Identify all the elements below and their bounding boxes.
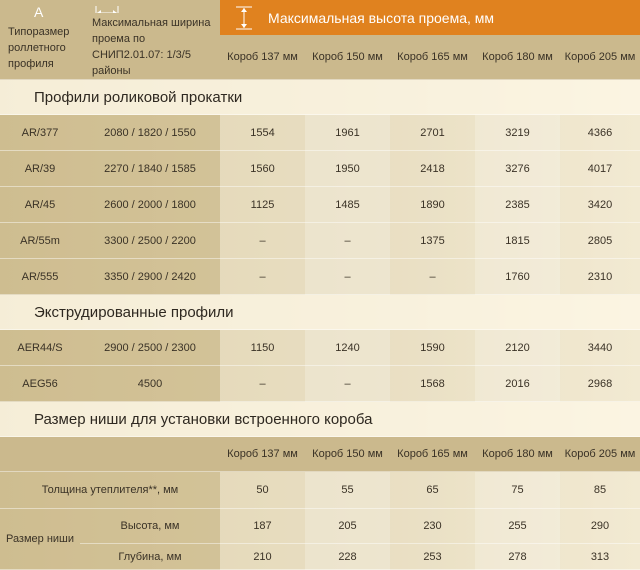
niche-value: 85 [560, 472, 640, 509]
niche-value: 313 [560, 544, 640, 570]
max-height: 3440 [560, 330, 640, 366]
max-height: 1375 [390, 223, 475, 259]
height-header: Максимальная высота проема, мм [220, 0, 640, 35]
box-header: Короб 137 мм [220, 35, 305, 80]
max-height: – [305, 223, 390, 259]
box-header: Короб 205 мм [560, 35, 640, 80]
row-label: Высота, мм [80, 509, 220, 544]
niche-value: 255 [475, 509, 560, 544]
width-label: Максимальная ширина проема по СНИП2.01.0… [92, 17, 211, 77]
box-header: Короб 180 мм [475, 437, 560, 472]
niche-value: 205 [305, 509, 390, 544]
corner-letter: A [34, 4, 44, 20]
max-width: 3300 / 2500 / 2200 [80, 223, 220, 259]
row-label: Размер ниши [0, 509, 80, 570]
max-height: 1815 [475, 223, 560, 259]
max-height: 2310 [560, 259, 640, 295]
max-height: 4017 [560, 151, 640, 187]
max-width: 3350 / 2900 / 2420 [80, 259, 220, 295]
max-height: 1485 [305, 187, 390, 223]
profile-name: AR/55m [0, 223, 80, 259]
niche-value: 290 [560, 509, 640, 544]
max-height: – [220, 223, 305, 259]
max-height: 1125 [220, 187, 305, 223]
niche-value: 65 [390, 472, 475, 509]
profile-name: AER44/S [0, 330, 80, 366]
profile-name: AR/555 [0, 259, 80, 295]
width-icon [95, 6, 119, 13]
width-header: Максимальная ширина проема по СНИП2.01.0… [80, 0, 220, 80]
max-height: 1950 [305, 151, 390, 187]
niche-value: 50 [220, 472, 305, 509]
niche-value: 210 [220, 544, 305, 570]
max-height: 1240 [305, 330, 390, 366]
row-label: Толщина утеплителя**, мм [0, 472, 220, 509]
max-height: 1554 [220, 115, 305, 151]
max-height: – [305, 366, 390, 402]
max-height: 2701 [390, 115, 475, 151]
max-height: 2120 [475, 330, 560, 366]
max-height: 2968 [560, 366, 640, 402]
max-width: 2900 / 2500 / 2300 [80, 330, 220, 366]
niche-value: 187 [220, 509, 305, 544]
box-header: Короб 150 мм [305, 35, 390, 80]
niche-value: 278 [475, 544, 560, 570]
profile-name: AR/45 [0, 187, 80, 223]
max-height: 4366 [560, 115, 640, 151]
max-height: 2016 [475, 366, 560, 402]
max-height: 3276 [475, 151, 560, 187]
max-height: 1150 [220, 330, 305, 366]
section-title: Профили роликовой прокатки [0, 80, 640, 115]
max-height: – [220, 366, 305, 402]
max-width: 4500 [80, 366, 220, 402]
max-width: 2270 / 1840 / 1585 [80, 151, 220, 187]
niche-value: 55 [305, 472, 390, 509]
height-icon [236, 6, 252, 29]
profile-label: Типоразмер роллетного профиля [8, 26, 70, 70]
box-header: Короб 205 мм [560, 437, 640, 472]
max-height: 3420 [560, 187, 640, 223]
niche-value: 253 [390, 544, 475, 570]
profile-name: AR/39 [0, 151, 80, 187]
height-label: Максимальная высота проема, мм [268, 9, 495, 26]
profile-name: AR/377 [0, 115, 80, 151]
max-height: 1961 [305, 115, 390, 151]
box-header: Короб 150 мм [305, 437, 390, 472]
box-header: Короб 165 мм [390, 437, 475, 472]
max-height: 2418 [390, 151, 475, 187]
max-height: 3219 [475, 115, 560, 151]
box-header: Короб 180 мм [475, 35, 560, 80]
profile-header: A Типоразмер роллетного профиля [0, 0, 80, 80]
max-height: 2805 [560, 223, 640, 259]
max-height: – [390, 259, 475, 295]
max-width: 2080 / 1820 / 1550 [80, 115, 220, 151]
max-height: 1890 [390, 187, 475, 223]
niche-value: 228 [305, 544, 390, 570]
blank-header [0, 437, 220, 472]
max-height: – [305, 259, 390, 295]
row-label: Глубина, мм [80, 544, 220, 570]
box-header: Короб 165 мм [390, 35, 475, 80]
max-height: – [220, 259, 305, 295]
section-title: Размер ниши для установки встроенного ко… [0, 402, 640, 437]
max-height: 1760 [475, 259, 560, 295]
max-height: 1590 [390, 330, 475, 366]
section-title: Экструдированные профили [0, 295, 640, 330]
niche-value: 230 [390, 509, 475, 544]
max-height: 1568 [390, 366, 475, 402]
niche-value: 75 [475, 472, 560, 509]
profile-name: AEG56 [0, 366, 80, 402]
max-height: 2385 [475, 187, 560, 223]
box-header: Короб 137 мм [220, 437, 305, 472]
max-height: 1560 [220, 151, 305, 187]
max-width: 2600 / 2000 / 1800 [80, 187, 220, 223]
